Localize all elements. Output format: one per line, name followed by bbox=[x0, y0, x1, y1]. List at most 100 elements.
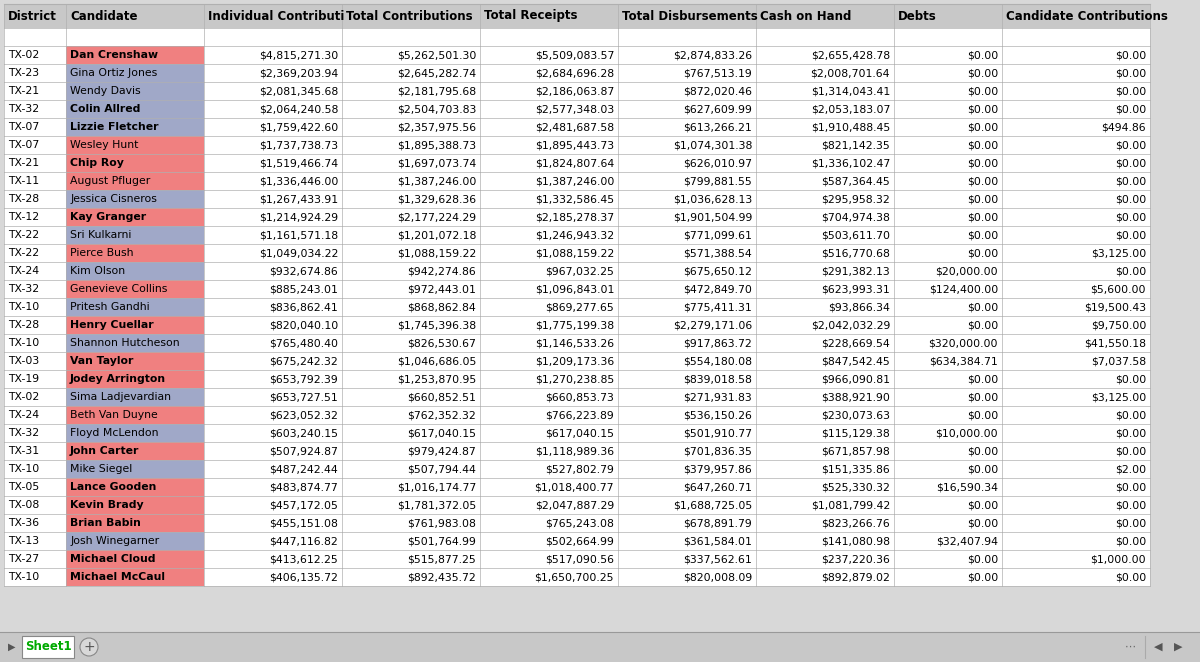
Bar bbox=[756, 388, 894, 406]
Text: Pritesh Gandhi: Pritesh Gandhi bbox=[70, 302, 150, 312]
Bar bbox=[480, 460, 618, 478]
Text: ⋯: ⋯ bbox=[1124, 642, 1135, 652]
Bar bbox=[342, 442, 480, 460]
Text: August Pfluger: August Pfluger bbox=[70, 176, 150, 186]
Text: Total Contributions: Total Contributions bbox=[346, 9, 473, 23]
Text: $0.00: $0.00 bbox=[967, 158, 998, 168]
Bar bbox=[1002, 334, 1150, 352]
Bar bbox=[204, 334, 342, 352]
Text: TX-10: TX-10 bbox=[8, 572, 40, 582]
Text: $0.00: $0.00 bbox=[967, 176, 998, 186]
Text: $942,274.86: $942,274.86 bbox=[407, 266, 476, 276]
Bar bbox=[66, 334, 204, 352]
Text: $1,088,159.22: $1,088,159.22 bbox=[397, 248, 476, 258]
Text: $1,267,433.91: $1,267,433.91 bbox=[259, 194, 338, 204]
Bar bbox=[894, 460, 1002, 478]
Text: $1,314,043.41: $1,314,043.41 bbox=[811, 86, 890, 96]
Bar bbox=[480, 226, 618, 244]
Bar bbox=[4, 388, 66, 406]
Bar bbox=[66, 82, 204, 100]
Bar bbox=[204, 244, 342, 262]
Bar bbox=[618, 568, 756, 586]
Text: $1,387,246.00: $1,387,246.00 bbox=[397, 176, 476, 186]
Text: $979,424.87: $979,424.87 bbox=[407, 446, 476, 456]
Text: $1,387,246.00: $1,387,246.00 bbox=[535, 176, 614, 186]
Bar bbox=[756, 550, 894, 568]
Text: Kay Granger: Kay Granger bbox=[70, 212, 146, 222]
Text: $0.00: $0.00 bbox=[1115, 482, 1146, 492]
Bar bbox=[4, 442, 66, 460]
Text: $2,185,278.37: $2,185,278.37 bbox=[535, 212, 614, 222]
Bar bbox=[618, 136, 756, 154]
Text: $634,384.71: $634,384.71 bbox=[929, 356, 998, 366]
Bar bbox=[342, 388, 480, 406]
Text: $115,129.38: $115,129.38 bbox=[821, 428, 890, 438]
Bar bbox=[894, 226, 1002, 244]
Bar bbox=[1002, 298, 1150, 316]
Bar bbox=[204, 388, 342, 406]
Text: $1,775,199.38: $1,775,199.38 bbox=[535, 320, 614, 330]
Text: $337,562.61: $337,562.61 bbox=[683, 554, 752, 564]
Bar bbox=[894, 190, 1002, 208]
Text: TX-32: TX-32 bbox=[8, 428, 40, 438]
Bar bbox=[756, 496, 894, 514]
Text: TX-21: TX-21 bbox=[8, 86, 40, 96]
Text: $295,958.32: $295,958.32 bbox=[821, 194, 890, 204]
Bar bbox=[480, 82, 618, 100]
Bar bbox=[480, 280, 618, 298]
Bar bbox=[342, 82, 480, 100]
Bar bbox=[66, 316, 204, 334]
Bar bbox=[342, 316, 480, 334]
Bar bbox=[66, 154, 204, 172]
Bar bbox=[618, 262, 756, 280]
Bar bbox=[618, 352, 756, 370]
Text: TX-13: TX-13 bbox=[8, 536, 40, 546]
Text: $1,901,504.99: $1,901,504.99 bbox=[673, 212, 752, 222]
Bar bbox=[342, 208, 480, 226]
Bar bbox=[480, 316, 618, 334]
Bar bbox=[204, 568, 342, 586]
Text: TX-02: TX-02 bbox=[8, 392, 40, 402]
Text: $0.00: $0.00 bbox=[967, 320, 998, 330]
Text: $847,542.45: $847,542.45 bbox=[821, 356, 890, 366]
Bar bbox=[618, 4, 756, 28]
Text: $967,032.25: $967,032.25 bbox=[545, 266, 614, 276]
Text: $0.00: $0.00 bbox=[967, 248, 998, 258]
Text: $472,849.70: $472,849.70 bbox=[683, 284, 752, 294]
Bar bbox=[342, 280, 480, 298]
Text: $2,181,795.68: $2,181,795.68 bbox=[397, 86, 476, 96]
Bar bbox=[1002, 478, 1150, 496]
Text: Gina Ortiz Jones: Gina Ortiz Jones bbox=[70, 68, 157, 78]
Bar bbox=[618, 442, 756, 460]
Bar bbox=[894, 172, 1002, 190]
Text: $455,151.08: $455,151.08 bbox=[269, 518, 338, 528]
Text: $1,329,628.36: $1,329,628.36 bbox=[397, 194, 476, 204]
Text: Floyd McLendon: Floyd McLendon bbox=[70, 428, 158, 438]
Bar bbox=[342, 334, 480, 352]
Bar bbox=[1002, 172, 1150, 190]
Bar bbox=[756, 154, 894, 172]
Text: $1,697,073.74: $1,697,073.74 bbox=[397, 158, 476, 168]
Text: $587,364.45: $587,364.45 bbox=[821, 176, 890, 186]
Text: ▶: ▶ bbox=[8, 642, 16, 652]
Bar bbox=[480, 442, 618, 460]
Text: $361,584.01: $361,584.01 bbox=[683, 536, 752, 546]
Bar bbox=[66, 460, 204, 478]
Text: $2,369,203.94: $2,369,203.94 bbox=[259, 68, 338, 78]
Text: Kim Olson: Kim Olson bbox=[70, 266, 125, 276]
Bar bbox=[1002, 514, 1150, 532]
Bar bbox=[66, 100, 204, 118]
Text: $5,262,501.30: $5,262,501.30 bbox=[397, 50, 476, 60]
Bar bbox=[4, 460, 66, 478]
Text: $0.00: $0.00 bbox=[1115, 428, 1146, 438]
Bar bbox=[480, 550, 618, 568]
Bar bbox=[480, 424, 618, 442]
Bar bbox=[756, 298, 894, 316]
Bar bbox=[342, 262, 480, 280]
Text: Shannon Hutcheson: Shannon Hutcheson bbox=[70, 338, 180, 348]
Bar bbox=[4, 190, 66, 208]
Text: $892,879.02: $892,879.02 bbox=[821, 572, 890, 582]
Text: $0.00: $0.00 bbox=[967, 230, 998, 240]
Bar bbox=[4, 298, 66, 316]
Bar bbox=[66, 64, 204, 82]
